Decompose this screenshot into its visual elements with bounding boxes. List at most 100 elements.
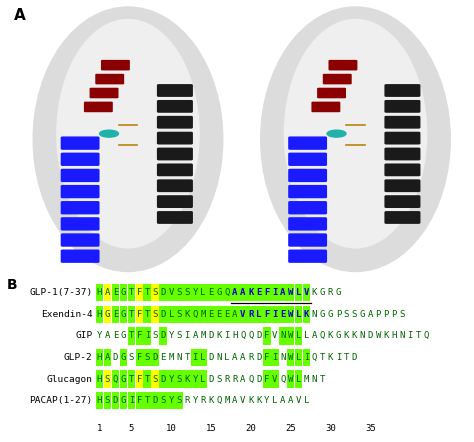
Bar <box>199 284 207 301</box>
Text: A: A <box>105 332 110 340</box>
Bar <box>183 370 191 388</box>
Text: L: L <box>272 396 277 405</box>
Bar <box>144 306 151 323</box>
Text: G: G <box>336 288 341 297</box>
Text: Exendin-4: Exendin-4 <box>41 310 92 319</box>
Text: Q: Q <box>312 353 317 362</box>
Bar <box>96 370 103 388</box>
FancyBboxPatch shape <box>61 137 100 150</box>
FancyBboxPatch shape <box>323 74 352 84</box>
Text: L: L <box>296 288 301 297</box>
Bar <box>303 284 310 301</box>
Bar <box>223 284 231 301</box>
Text: R: R <box>328 288 333 297</box>
Bar <box>223 306 231 323</box>
Bar <box>183 284 191 301</box>
Text: D: D <box>256 332 262 340</box>
Text: K: K <box>248 396 254 405</box>
Bar <box>231 284 239 301</box>
Text: V: V <box>272 332 277 340</box>
Text: A: A <box>280 288 285 297</box>
Text: F: F <box>137 353 142 362</box>
Bar <box>167 370 175 388</box>
Text: D: D <box>209 353 214 362</box>
FancyBboxPatch shape <box>61 233 100 247</box>
FancyBboxPatch shape <box>157 84 193 97</box>
Bar <box>128 370 135 388</box>
Bar <box>175 392 183 409</box>
Text: N: N <box>280 332 285 340</box>
Text: Q: Q <box>192 310 198 319</box>
Text: Q: Q <box>240 332 246 340</box>
Text: E: E <box>256 288 262 297</box>
Bar <box>191 370 199 388</box>
Text: GLP-2: GLP-2 <box>64 353 92 362</box>
Text: Y: Y <box>169 332 174 340</box>
Bar <box>191 349 199 366</box>
Bar <box>247 306 255 323</box>
Text: I: I <box>192 353 198 362</box>
Bar <box>175 284 183 301</box>
Text: Q: Q <box>423 332 428 340</box>
Bar <box>295 370 302 388</box>
Text: I: I <box>145 332 150 340</box>
FancyBboxPatch shape <box>95 74 124 84</box>
Text: V: V <box>169 288 174 297</box>
Bar <box>152 370 159 388</box>
FancyBboxPatch shape <box>384 164 420 176</box>
FancyBboxPatch shape <box>61 201 100 214</box>
Text: S: S <box>176 396 182 405</box>
Bar <box>152 349 159 366</box>
FancyBboxPatch shape <box>288 152 327 166</box>
Text: G: G <box>320 288 325 297</box>
Text: 30: 30 <box>325 424 336 433</box>
Text: A: A <box>232 353 237 362</box>
Text: D: D <box>256 353 262 362</box>
Bar <box>152 284 159 301</box>
FancyBboxPatch shape <box>384 179 420 192</box>
Bar <box>207 284 215 301</box>
Bar <box>104 370 111 388</box>
Bar <box>279 284 286 301</box>
Text: A: A <box>280 396 285 405</box>
FancyBboxPatch shape <box>384 211 420 224</box>
Text: D: D <box>161 332 166 340</box>
Text: D: D <box>368 332 373 340</box>
Text: T: T <box>129 332 134 340</box>
Text: A: A <box>232 310 237 319</box>
Bar <box>96 284 103 301</box>
Bar <box>287 284 294 301</box>
Text: S: S <box>400 310 405 319</box>
Text: GIP: GIP <box>75 332 92 340</box>
Text: M: M <box>201 332 206 340</box>
FancyBboxPatch shape <box>61 217 100 231</box>
Text: L: L <box>169 310 174 319</box>
FancyBboxPatch shape <box>61 249 100 263</box>
Text: A: A <box>240 288 246 297</box>
Text: T: T <box>129 310 134 319</box>
Text: Q: Q <box>224 288 229 297</box>
Bar <box>128 306 135 323</box>
Text: P: P <box>375 310 381 319</box>
Text: E: E <box>113 288 118 297</box>
Bar <box>112 284 119 301</box>
Text: K: K <box>184 310 190 319</box>
Text: K: K <box>256 396 262 405</box>
Text: I: I <box>272 288 277 297</box>
Text: T: T <box>145 310 150 319</box>
Text: D: D <box>161 310 166 319</box>
Text: L: L <box>296 353 301 362</box>
Bar <box>215 306 223 323</box>
Text: K: K <box>216 332 222 340</box>
Text: A: A <box>288 396 293 405</box>
Bar <box>215 284 223 301</box>
Bar <box>159 370 167 388</box>
Bar <box>263 370 271 388</box>
Text: G: G <box>336 332 341 340</box>
FancyBboxPatch shape <box>384 84 420 97</box>
Bar <box>295 349 302 366</box>
Text: K: K <box>209 396 214 405</box>
Text: PACAP(1-27): PACAP(1-27) <box>29 396 92 405</box>
Text: N: N <box>360 332 365 340</box>
Text: 25: 25 <box>285 424 296 433</box>
